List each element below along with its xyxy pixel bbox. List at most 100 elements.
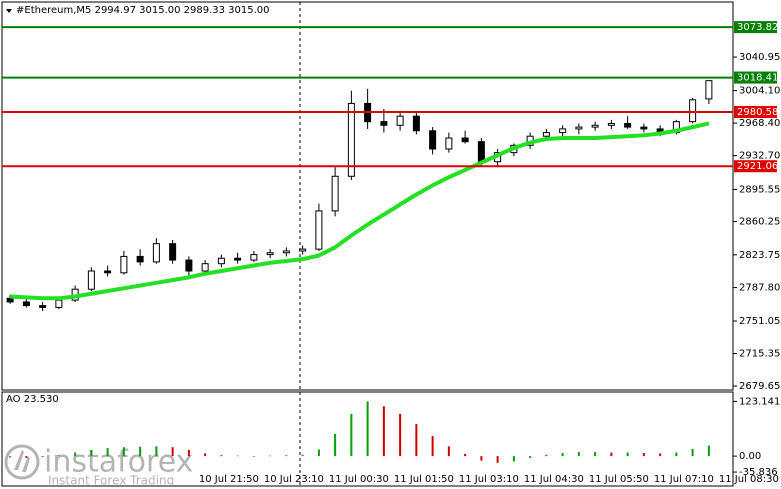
ao-bar <box>399 413 402 457</box>
y-tick-label: 2787.80 <box>739 283 780 294</box>
candle-body <box>201 263 209 272</box>
ao-bar <box>415 424 418 457</box>
candle-body <box>299 248 307 252</box>
ao-bar <box>285 455 288 457</box>
y-tick-label: 123.141 <box>739 396 780 407</box>
ao-bar <box>496 456 499 463</box>
watermark: instaforex Instant Forex Trading <box>4 444 193 488</box>
candle-body <box>234 257 242 261</box>
menu-arrow <box>6 9 12 13</box>
candle-body <box>575 126 583 130</box>
ao-bar <box>464 453 467 457</box>
ao-bar <box>220 455 223 457</box>
ao-bar <box>431 436 434 457</box>
level-label: 2921.06 <box>737 161 778 172</box>
x-tick-label: 11 Jul 04:30 <box>524 474 584 485</box>
ao-bar <box>545 454 548 457</box>
candle-body <box>412 115 420 132</box>
x-tick-label: 11 Jul 00:30 <box>329 474 389 485</box>
ao-bar <box>512 456 515 462</box>
candle-body <box>331 175 339 212</box>
x-tick-label: 10 Jul 23:10 <box>264 474 324 485</box>
y-tick-label: 2679.65 <box>739 381 780 392</box>
candle-body <box>169 243 177 261</box>
ao-bar <box>269 455 272 457</box>
main-frame <box>1 1 734 391</box>
candle-body <box>266 252 274 256</box>
ao-bar <box>41 456 44 457</box>
ao-bar <box>155 446 158 457</box>
ao-bar <box>675 452 678 457</box>
ao-bar <box>301 454 304 457</box>
x-tick-label: 11 Jul 03:10 <box>459 474 519 485</box>
ao-bar <box>139 446 142 457</box>
ao-bar <box>171 447 174 457</box>
y-tick-label: 2715.35 <box>739 349 780 360</box>
candle-body <box>559 128 567 134</box>
candle-body <box>347 102 355 177</box>
ao-bar <box>659 453 662 457</box>
candle-body <box>461 137 469 143</box>
ao-bar <box>57 455 60 457</box>
x-tick-label: 11 Jul 08:30 <box>719 474 779 485</box>
candle-body <box>250 254 258 261</box>
candle-body <box>282 250 290 254</box>
y-tick-label: 3040.95 <box>739 52 780 63</box>
y-tick-label: 2823.75 <box>739 250 780 261</box>
x-tick-label: 10 Jul 21:50 <box>199 474 259 485</box>
candle-body <box>39 305 47 308</box>
candle-body <box>624 122 632 128</box>
x-tick-label: 11 Jul 05:50 <box>589 474 649 485</box>
candle-body <box>315 210 323 250</box>
ao-bar <box>366 401 369 457</box>
candle-body <box>152 243 160 263</box>
candle-body <box>6 297 14 303</box>
ao-bar <box>90 449 93 457</box>
ao-bar <box>382 406 385 457</box>
ao-bar <box>626 452 629 457</box>
candle-body <box>380 121 388 126</box>
ao-bar <box>594 452 597 457</box>
ao-bar <box>236 455 239 457</box>
ao-bar <box>707 445 710 457</box>
ao-bar <box>691 449 694 457</box>
level-label-box <box>734 106 777 119</box>
ao-bar <box>317 449 320 457</box>
ao-bar <box>350 413 353 457</box>
level-label-box <box>734 160 777 173</box>
ao-bar <box>529 456 532 458</box>
candle-body <box>607 122 615 126</box>
ao-bar <box>334 433 337 457</box>
candle-body <box>87 270 95 290</box>
ao-bar <box>187 449 190 457</box>
y-tick-label: 2968.40 <box>739 118 780 129</box>
candle-body <box>22 301 30 307</box>
candle-body <box>445 137 453 150</box>
candle-body <box>120 255 128 274</box>
ao-bar <box>561 453 564 457</box>
ao-bar <box>25 456 28 458</box>
ao-title: AO 23.530 <box>6 394 59 405</box>
ao-bar <box>252 456 255 457</box>
x-tick-label: 11 Jul 07:10 <box>654 474 714 485</box>
candle-body <box>55 299 63 308</box>
candle-body <box>542 132 550 137</box>
y-tick-label: 2860.25 <box>739 217 780 228</box>
watermark-tagline: Instant Forex Trading <box>48 474 174 488</box>
watermark-brand: instaforex <box>44 445 193 480</box>
level-label-box <box>734 21 777 34</box>
candle-body <box>591 124 599 128</box>
candle-body <box>705 80 713 100</box>
ao-bar <box>204 453 207 457</box>
y-tick-label: -35.836 <box>739 467 778 478</box>
candle-body <box>689 99 697 123</box>
ao-bar <box>610 452 613 457</box>
y-tick-label: 2932.70 <box>739 151 780 162</box>
ao-frame <box>1 391 734 487</box>
ao-bar <box>447 446 450 457</box>
candle-body <box>396 115 404 126</box>
logo-mark <box>14 450 30 472</box>
chart-title: #Ethereum,M5 2994.97 3015.00 2989.33 301… <box>16 5 270 16</box>
ao-bar <box>122 447 125 457</box>
